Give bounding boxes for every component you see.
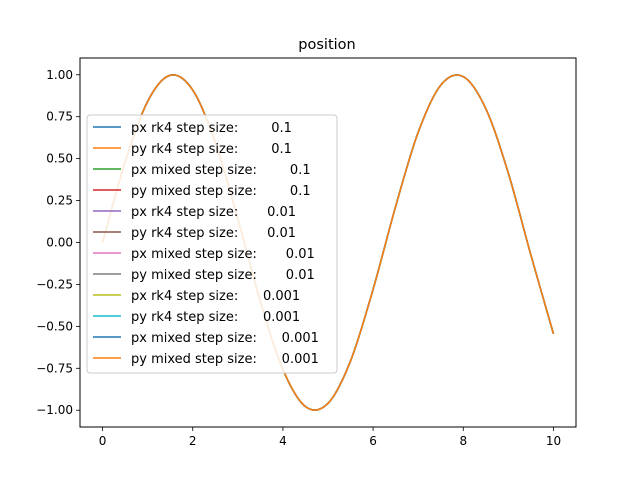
legend: px rk4 step size: 0.1 py rk4 step size: 0… bbox=[86, 114, 338, 374]
legend-label-10: py rk4 step size: 0.001 bbox=[131, 310, 300, 325]
legend-label-5: px rk4 step size: 0.01 bbox=[131, 205, 296, 220]
y-tick-label: 0.75 bbox=[46, 110, 73, 124]
y-tick-label: 0.50 bbox=[46, 152, 73, 166]
legend-label-4: py mixed step size: 0.1 bbox=[131, 184, 311, 199]
legend-label-1: px rk4 step size: 0.1 bbox=[131, 121, 292, 136]
chart-title: position bbox=[298, 37, 355, 53]
legend-label-11: px mixed step size: 0.001 bbox=[131, 331, 319, 346]
y-tick-label: 0.00 bbox=[46, 236, 73, 250]
legend-box bbox=[86, 114, 338, 374]
legend-label-12: py mixed step size: 0.001 bbox=[131, 352, 319, 367]
x-tick-label: 2 bbox=[189, 434, 197, 448]
y-tick-label: −1.00 bbox=[36, 403, 73, 417]
y-tick-label: −0.25 bbox=[36, 277, 73, 291]
legend-label-2: py rk4 step size: 0.1 bbox=[131, 142, 292, 157]
series-line-12 bbox=[101, 74, 555, 411]
legend-label-9: px rk4 step size: 0.001 bbox=[131, 289, 300, 304]
x-tick-label: 4 bbox=[279, 434, 287, 448]
x-tick-label: 0 bbox=[99, 434, 107, 448]
x-tick-label: 8 bbox=[459, 434, 467, 448]
x-axis: 0 2 4 6 8 10 bbox=[99, 427, 561, 448]
series-layer bbox=[101, 74, 555, 411]
legend-label-8: py mixed step size: 0.01 bbox=[131, 268, 315, 283]
x-tick-label: 10 bbox=[546, 434, 561, 448]
legend-label-7: px mixed step size: 0.01 bbox=[131, 247, 315, 262]
y-tick-label: 0.25 bbox=[46, 194, 73, 208]
y-tick-label: −0.50 bbox=[36, 319, 73, 333]
y-tick-label: 1.00 bbox=[46, 68, 73, 82]
x-tick-label: 6 bbox=[369, 434, 377, 448]
y-axis: −1.00 −0.75 −0.50 −0.25 0.00 0.25 0.50 0.75 1.00 bbox=[36, 68, 80, 417]
legend-label-6: py rk4 step size: 0.01 bbox=[131, 226, 296, 241]
legend-label-3: px mixed step size: 0.1 bbox=[131, 163, 311, 178]
y-tick-label: −0.75 bbox=[36, 361, 73, 375]
